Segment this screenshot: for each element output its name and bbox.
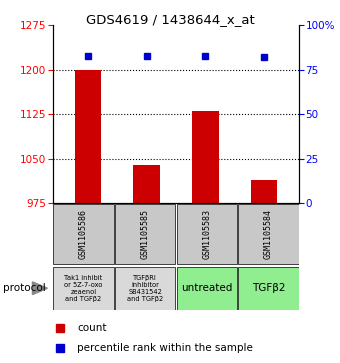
Text: GSM1105584: GSM1105584 [264, 209, 273, 259]
Text: GSM1105583: GSM1105583 [202, 209, 211, 259]
Text: count: count [78, 323, 107, 333]
Bar [53, 204, 114, 264]
Bar [238, 204, 299, 264]
Bar [238, 266, 299, 310]
Text: percentile rank within the sample: percentile rank within the sample [78, 343, 253, 353]
Text: GDS4619 / 1438644_x_at: GDS4619 / 1438644_x_at [86, 13, 254, 26]
Bar [192, 111, 219, 203]
Text: TGFβRI
inhibitor
SB431542
and TGFβ2: TGFβRI inhibitor SB431542 and TGFβ2 [127, 275, 163, 302]
Bar [75, 70, 101, 203]
Text: untreated: untreated [181, 283, 233, 293]
Bar [133, 165, 160, 203]
Bar [53, 266, 114, 310]
Text: GSM1105585: GSM1105585 [141, 209, 150, 259]
Bar [251, 180, 277, 203]
Bar [176, 204, 237, 264]
Text: TGFβ2: TGFβ2 [252, 283, 285, 293]
Text: protocol: protocol [3, 283, 46, 293]
Text: Tak1 inhibit
or 5Z-7-oxo
zeaenol
and TGFβ2: Tak1 inhibit or 5Z-7-oxo zeaenol and TGF… [64, 275, 103, 302]
Bar [176, 266, 237, 310]
Bar [115, 204, 175, 264]
Polygon shape [33, 282, 47, 295]
Bar [115, 266, 175, 310]
Text: GSM1105586: GSM1105586 [79, 209, 88, 259]
